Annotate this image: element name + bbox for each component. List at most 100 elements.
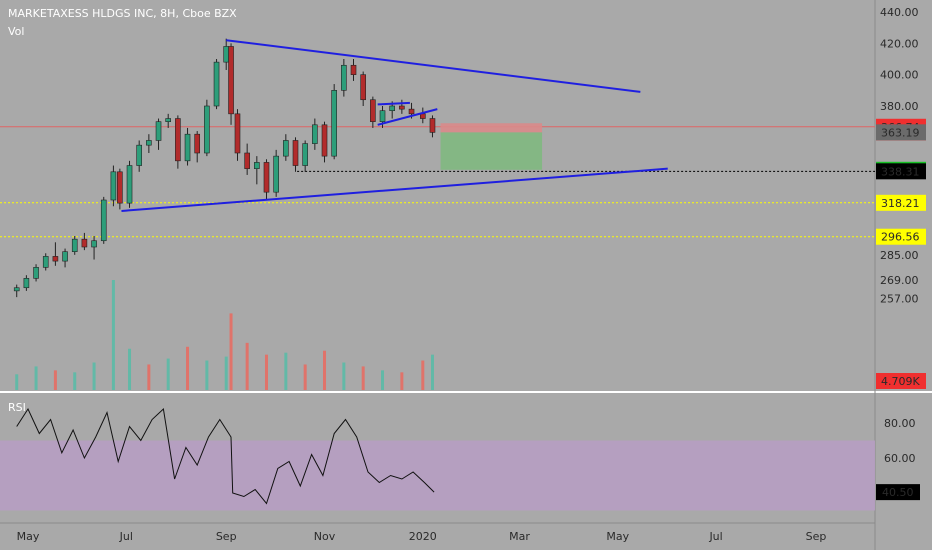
x-axis-label: 2020 [409, 530, 437, 543]
price-axis-label: 269.00 [880, 274, 919, 287]
candle[interactable] [33, 267, 39, 279]
price-badge-label: 363.19 [881, 126, 920, 139]
x-axis-label: Mar [509, 530, 530, 543]
volume-bar [323, 350, 327, 390]
candle[interactable] [273, 155, 279, 193]
price-badge-label: 296.56 [881, 231, 920, 244]
volume-bar [186, 346, 190, 390]
rsi-band [0, 440, 875, 511]
price-axis-label: 440.00 [880, 6, 919, 19]
volume-bar [430, 354, 434, 390]
volume-bar [53, 370, 57, 390]
candle[interactable] [52, 256, 59, 262]
volume-bar [128, 348, 132, 390]
volume-bar [147, 364, 151, 390]
candle[interactable] [136, 144, 142, 166]
trendline[interactable] [377, 101, 410, 106]
candle[interactable] [100, 199, 107, 242]
volume-bar [224, 356, 228, 390]
trendline[interactable] [377, 108, 438, 126]
candle[interactable] [146, 140, 152, 146]
candle[interactable] [223, 46, 230, 63]
volume-bar [245, 342, 249, 390]
candle[interactable] [350, 64, 357, 75]
candle[interactable] [360, 74, 366, 101]
volume-bar [400, 372, 404, 390]
rsi-axis-label: 80.00 [884, 417, 916, 430]
candle[interactable] [110, 171, 117, 201]
rsi-label: RSI [8, 401, 26, 414]
volume-bar [205, 360, 209, 390]
candle[interactable] [194, 133, 201, 154]
candle[interactable] [175, 118, 181, 162]
price-axis-label: 257.00 [880, 293, 919, 306]
candle[interactable] [23, 278, 30, 289]
candle[interactable] [331, 90, 337, 157]
candle[interactable] [117, 171, 123, 204]
candle[interactable] [370, 99, 376, 122]
price-badge [876, 228, 926, 245]
candle[interactable] [155, 121, 162, 141]
x-axis-label: May [17, 530, 40, 543]
price-axis-label: 420.00 [880, 37, 919, 50]
candle[interactable] [312, 124, 318, 144]
candle[interactable] [429, 118, 436, 133]
candle[interactable] [292, 140, 299, 166]
price-badge-label: 318.21 [881, 197, 920, 210]
x-axis-label: Nov [314, 530, 336, 543]
candle[interactable] [184, 133, 191, 162]
candle[interactable] [302, 143, 308, 166]
candle[interactable] [62, 251, 68, 262]
position-stop-zone[interactable] [440, 123, 543, 133]
candle[interactable] [228, 46, 234, 115]
candle[interactable] [254, 162, 260, 169]
volume-bar [73, 372, 77, 390]
candle[interactable] [71, 238, 78, 253]
candle[interactable] [213, 61, 220, 107]
candle[interactable] [204, 105, 210, 154]
price-axis-label: 380.00 [880, 100, 919, 113]
volume-bar [92, 362, 96, 390]
rsi-axis-label: 60.00 [884, 452, 916, 465]
volume-bar [303, 364, 307, 390]
candle[interactable] [341, 64, 347, 91]
chart-title: MARKETAXESS HLDGS INC, 8H, Cboe BZX [8, 7, 237, 20]
volume-bar [34, 366, 38, 390]
price-axis-label: 400.00 [880, 69, 919, 82]
candle[interactable] [42, 256, 49, 268]
candle[interactable] [379, 110, 386, 122]
rsi-badge-label: 40.50 [882, 486, 914, 499]
candle[interactable] [321, 124, 328, 157]
candle[interactable] [399, 105, 405, 110]
price-badge-label: 4.709K [881, 375, 920, 388]
x-axis-label: Sep [806, 530, 827, 543]
candle[interactable] [244, 152, 250, 169]
trendline[interactable] [226, 39, 641, 93]
candle[interactable] [408, 108, 415, 115]
candle[interactable] [165, 118, 171, 122]
candle[interactable] [389, 105, 395, 111]
price-badge [876, 194, 926, 211]
price-axis-label: 285.00 [880, 249, 919, 262]
candle[interactable] [126, 165, 133, 204]
candle[interactable] [420, 113, 426, 119]
volume-bar [284, 352, 288, 390]
candle[interactable] [263, 162, 270, 193]
volume-bar [342, 362, 346, 390]
candle[interactable] [81, 238, 88, 248]
x-axis-label: Sep [216, 530, 237, 543]
candle[interactable] [13, 287, 20, 292]
position-target-zone[interactable] [440, 132, 543, 170]
price-badge [876, 124, 926, 141]
rsi-badge [876, 484, 920, 501]
candle[interactable] [283, 140, 289, 157]
candle[interactable] [234, 113, 241, 154]
price-badge [876, 163, 926, 180]
x-axis-label: Jul [708, 530, 722, 543]
trendline[interactable] [121, 167, 668, 212]
volume-bar [421, 360, 425, 390]
volume-bar [381, 370, 385, 390]
volume-label: Vol [8, 25, 24, 38]
candle[interactable] [91, 240, 97, 248]
